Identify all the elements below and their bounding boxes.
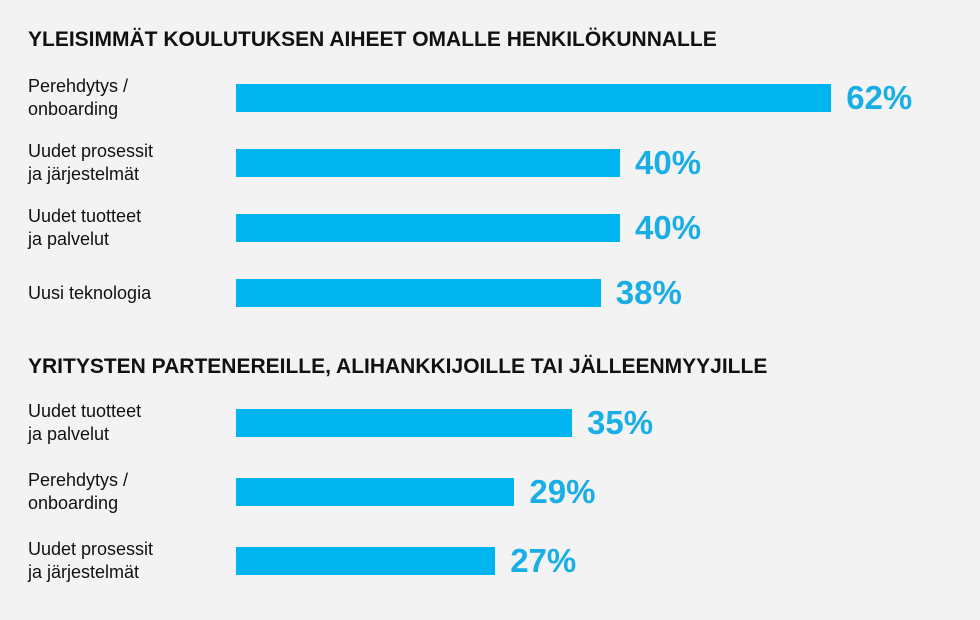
bar-row: Uudet tuotteet ja palvelut 40% — [0, 203, 980, 253]
category-label: Perehdytys / onboarding — [28, 470, 129, 513]
bar — [236, 84, 832, 112]
bar-row: Perehdytys / onboarding 29% — [0, 467, 980, 517]
category-label: Perehdytys / onboarding — [28, 76, 129, 119]
category-label: Uudet tuotteet ja palvelut — [28, 206, 142, 249]
bar — [236, 149, 620, 177]
bar — [236, 547, 496, 575]
data-label: 62% — [846, 79, 913, 116]
bar — [236, 279, 601, 307]
data-label: 29% — [529, 473, 596, 510]
data-label: 35% — [587, 404, 654, 441]
bar — [236, 409, 572, 437]
bar — [236, 478, 515, 506]
bar-row: Uudet prosessit ja järjestelmät 27% — [0, 536, 980, 586]
category-label: Uusi teknologia — [28, 282, 152, 303]
bar-row: Uusi teknologia 38% — [0, 268, 980, 318]
category-label: Uudet prosessit ja järjestelmät — [28, 539, 154, 582]
category-label: Uudet tuotteet ja palvelut — [28, 401, 142, 444]
category-label: Uudet prosessit ja järjestelmät — [28, 141, 154, 184]
data-label: 40% — [635, 144, 702, 181]
chart-title: YLEISIMMÄT KOULUTUKSEN AIHEET OMALLE HEN… — [28, 28, 717, 51]
data-label: 40% — [635, 209, 702, 246]
data-label: 27% — [510, 542, 577, 579]
bar-row: Uudet prosessit ja järjestelmät 40% — [0, 138, 980, 188]
bar-row: Uudet tuotteet ja palvelut 35% — [0, 398, 980, 448]
bar — [236, 214, 620, 242]
data-label: 38% — [615, 274, 682, 311]
chart-title: YRITYSTEN PARTENEREILLE, ALIHANKKIJOILLE… — [28, 355, 768, 378]
bar-row: Perehdytys / onboarding 62% — [0, 73, 980, 123]
